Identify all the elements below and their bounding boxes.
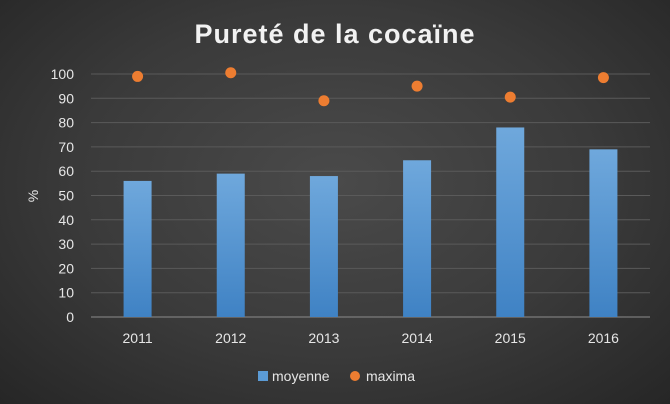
y-tick-label: 50 [58,188,74,204]
y-tick-label: 70 [58,139,74,155]
legend-moyenne-swatch [258,371,268,381]
bar-2016 [589,149,618,317]
x-tick-label: 2014 [402,330,433,346]
x-tick-label: 2012 [215,330,246,346]
y-tick-label: 100 [51,66,75,82]
y-tick-labels: 0 10 20 30 40 50 60 70 80 90 100 [51,66,75,325]
x-tick-label: 2015 [495,330,526,346]
y-tick-label: 30 [58,236,74,252]
maxima-point-2015 [504,91,516,103]
scatter-series [132,67,609,107]
x-tick-label: 2016 [588,330,619,346]
bar-2015 [496,127,525,318]
y-tick-label: 60 [58,163,74,179]
legend-maxima-swatch [350,371,360,381]
bar-series [123,127,618,318]
bar-2011 [123,180,152,317]
maxima-point-2014 [411,80,423,92]
x-tick-label: 2013 [308,330,339,346]
chart-title: Pureté de la cocaïne [194,19,475,49]
y-tick-label: 90 [58,90,74,106]
maxima-point-2013 [318,95,330,107]
legend: moyenne maxima [258,368,415,384]
bar-2013 [309,176,338,317]
y-tick-label: 20 [58,260,74,276]
maxima-point-2011 [132,70,144,82]
bar-2012 [216,173,245,317]
bar-2014 [403,160,432,317]
y-tick-label: 80 [58,115,74,131]
x-tick-label: 2011 [123,330,153,346]
y-tick-label: 40 [58,212,74,228]
gridlines [91,73,650,318]
y-axis-label: % [25,190,41,202]
maxima-point-2016 [597,72,609,84]
legend-maxima-label: maxima [366,368,415,384]
maxima-point-2012 [225,67,237,79]
legend-moyenne-label: moyenne [272,368,330,384]
y-tick-label: 10 [58,285,74,301]
x-tick-labels: 2011 2012 2013 2014 2015 2016 [123,330,620,346]
y-tick-label: 0 [66,309,74,325]
